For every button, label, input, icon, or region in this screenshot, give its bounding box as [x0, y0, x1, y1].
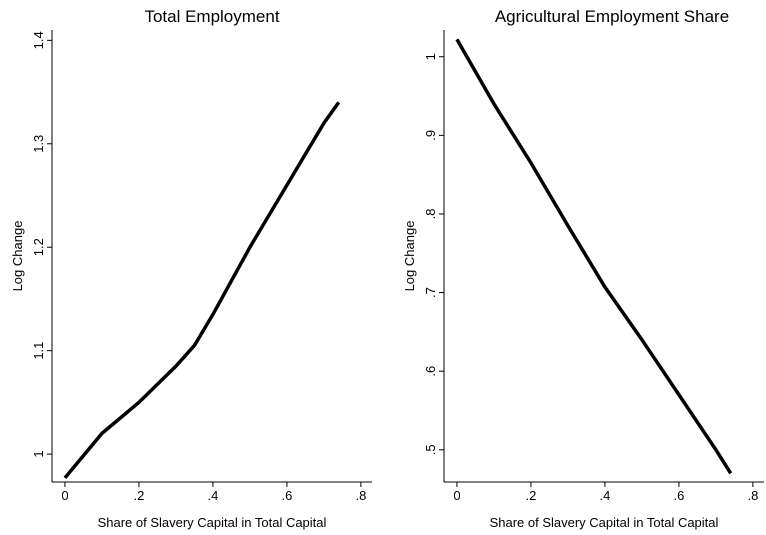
line [63, 101, 341, 479]
y-tick-label: 1.2 [31, 238, 46, 256]
x-axis-label: Share of Slavery Capital in Total Capita… [490, 515, 719, 530]
x-tick-label: .6 [281, 488, 292, 503]
x-tick-label: .4 [600, 488, 611, 503]
x-tick-label: .8 [747, 488, 758, 503]
y-tick-label: 1.4 [31, 31, 46, 49]
y-tick-label: 1 [31, 450, 46, 457]
line [455, 38, 733, 475]
x-tick-label: .2 [134, 488, 145, 503]
x-tick-label: .8 [355, 488, 366, 503]
x-tick-label: 0 [61, 488, 68, 503]
chart-title: Total Employment [144, 7, 279, 26]
x-axis-label: Share of Slavery Capital in Total Capita… [98, 515, 327, 530]
y-tick-label: .7 [423, 287, 438, 298]
y-tick-label: 1.3 [31, 135, 46, 153]
y-axis-label: Log Change [10, 221, 25, 292]
chart-title: Agricultural Employment Share [495, 7, 729, 26]
x-tick-label: .2 [526, 488, 537, 503]
y-tick-label: 1 [423, 53, 438, 60]
y-tick-label: .9 [423, 130, 438, 141]
x-tick-label: 0 [453, 488, 460, 503]
y-tick-label: 1.1 [31, 342, 46, 360]
y-tick-label: .8 [423, 209, 438, 220]
y-tick-label: .5 [423, 444, 438, 455]
y-axis-label: Log Change [402, 221, 417, 292]
y-tick-label: .6 [423, 366, 438, 377]
x-tick-label: .4 [208, 488, 219, 503]
x-tick-label: .6 [673, 488, 684, 503]
